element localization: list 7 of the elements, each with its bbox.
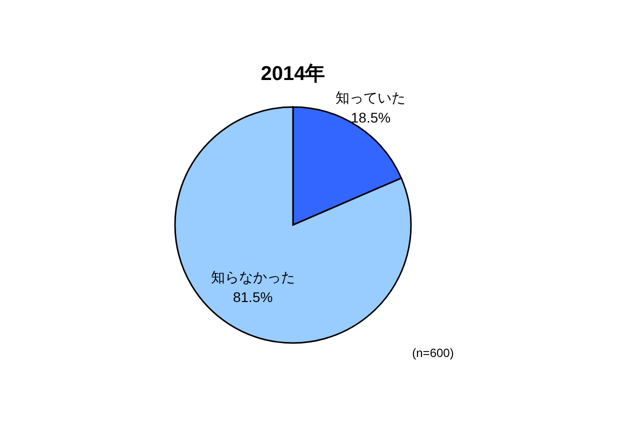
text: (n=600) bbox=[412, 346, 454, 360]
pie-slice bbox=[174, 106, 412, 344]
chart-title: 2014年 bbox=[260, 63, 326, 85]
slice-label: 知らなかった bbox=[210, 269, 295, 286]
slice-label: 知っていた bbox=[336, 90, 406, 106]
data-label: 18.5% bbox=[350, 110, 391, 126]
data-label: 81.5% bbox=[232, 289, 273, 306]
